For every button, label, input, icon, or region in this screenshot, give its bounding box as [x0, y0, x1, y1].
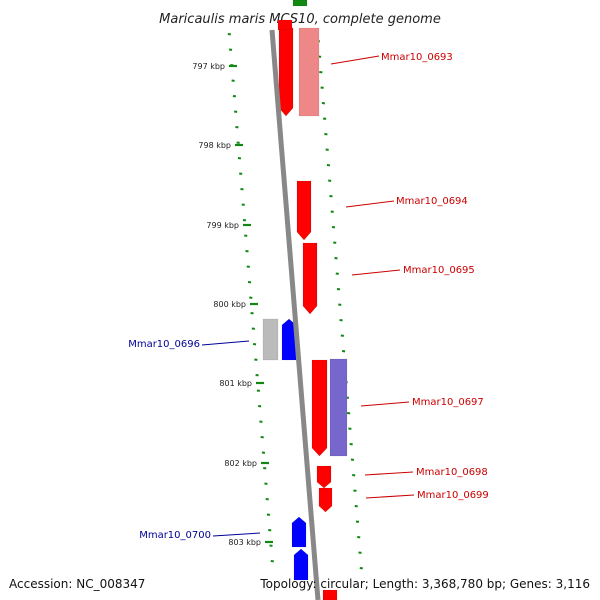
gene-label[interactable]: Mmar10_0700	[139, 530, 211, 541]
gene-label[interactable]: Mmar10_0693	[381, 52, 453, 63]
gene-Mmar10_0699[interactable]	[318, 487, 333, 513]
genes-layer	[262, 0, 348, 600]
gene-partial-bottom[interactable]	[293, 548, 309, 581]
gene-Mmar10_0695[interactable]	[302, 242, 318, 315]
kbp-tick-label: 801 kbp	[219, 379, 252, 388]
gene-partial-bottom-2[interactable]	[322, 589, 338, 600]
gene-label-leader	[330, 55, 380, 65]
gene-label-leader	[360, 401, 410, 407]
gene-label-leader	[351, 269, 401, 276]
accession-text: Accession: NC_008347	[9, 577, 146, 591]
gene-Mmar10_0700[interactable]	[291, 516, 307, 548]
gene-Mmar10_0693-cds[interactable]	[298, 27, 320, 117]
gene-partial-top-2[interactable]	[277, 19, 293, 31]
kbp-tick-label: 798 kbp	[198, 141, 231, 150]
gene-label[interactable]: Mmar10_0696	[128, 339, 200, 350]
map-title: Maricaulis maris MCS10, complete genome	[159, 12, 441, 27]
gene-label[interactable]: Mmar10_0695	[403, 265, 475, 276]
gene-label-leader	[201, 340, 250, 346]
gene-label[interactable]: Mmar10_0697	[412, 397, 484, 408]
kbp-tick-label: 803 kbp	[228, 538, 261, 547]
gene-Mmar10_0698[interactable]	[316, 465, 332, 489]
gene-Mmar10_0694[interactable]	[296, 180, 312, 241]
gene-label-leader	[212, 532, 261, 537]
gene-Mmar10_0693[interactable]	[278, 27, 294, 117]
gene-Mmar10_0696-cds[interactable]	[262, 318, 279, 361]
gene-label-leader	[345, 200, 395, 208]
gene-label[interactable]: Mmar10_0698	[416, 467, 488, 478]
genome-backbone	[269, 29, 321, 600]
gene-label-leader	[365, 494, 415, 499]
labels-layer: Mmar10_0693 Mmar10_0694 Mmar10_0695 Mmar10_…	[128, 52, 489, 541]
gene-label[interactable]: Mmar10_0699	[417, 490, 489, 501]
gene-Mmar10_0697-cds[interactable]	[329, 358, 348, 457]
gene-label-leader	[364, 471, 414, 476]
kbp-tick-label: 800 kbp	[213, 300, 246, 309]
gene-Mmar10_0697[interactable]	[311, 359, 328, 457]
kbp-tick-label: 797 kbp	[192, 62, 225, 71]
topology-text: Topology: circular; Length: 3,368,780 bp…	[260, 577, 590, 591]
ticks-layer: 797 kbp 798 kbp 799 kbp 800 kbp 801 kbp 802 k…	[192, 62, 273, 547]
ruler-left	[227, 33, 274, 563]
kbp-tick-label: 799 kbp	[206, 221, 239, 230]
kbp-tick-label: 802 kbp	[224, 459, 257, 468]
gene-partial-top[interactable]	[292, 0, 308, 7]
gene-label[interactable]: Mmar10_0694	[396, 196, 468, 207]
